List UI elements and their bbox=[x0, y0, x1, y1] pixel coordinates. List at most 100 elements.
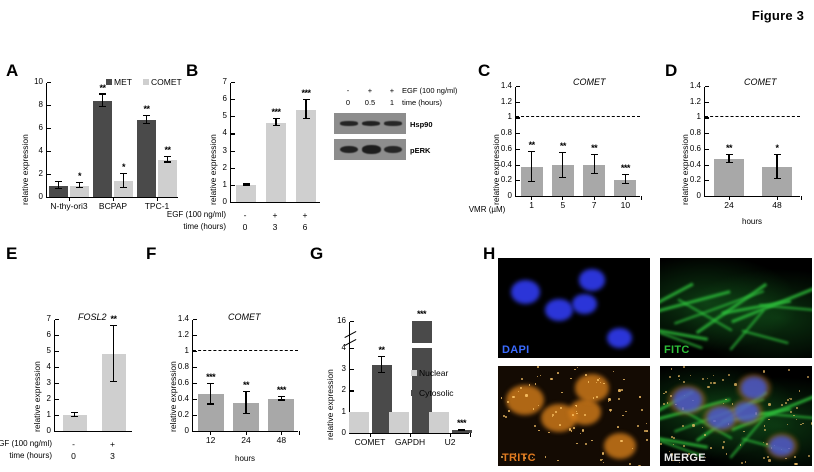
plotF-ytick: 0.6 bbox=[178, 379, 193, 387]
x-tick-label: U2 bbox=[445, 437, 456, 447]
significance-marker: *** bbox=[417, 310, 426, 319]
blot-band bbox=[384, 121, 402, 125]
x-tickmark bbox=[729, 196, 730, 200]
blot-row-name: pERK bbox=[410, 146, 430, 155]
micrograph-merge: MERGE bbox=[660, 366, 812, 466]
x-tick-label: GAPDH bbox=[395, 437, 425, 447]
nucleus bbox=[741, 377, 767, 398]
significance-marker: *** bbox=[206, 373, 215, 382]
x-tickmark bbox=[801, 196, 802, 200]
rna-speck bbox=[574, 369, 575, 370]
rna-speck bbox=[722, 446, 724, 448]
rna-speck bbox=[763, 370, 765, 372]
x-tickmark bbox=[370, 433, 371, 437]
rna-speck bbox=[683, 381, 685, 383]
rna-speck bbox=[561, 392, 563, 394]
plotC-ytick: 0.8 bbox=[501, 129, 516, 137]
error-cap bbox=[76, 182, 83, 183]
x-tick-label: 24 bbox=[724, 200, 733, 210]
panel-f-plot: 0 0.2 0.4 0.6 0.8 1 1.2 1.4 *** 12 ** 24 *** 48 bbox=[192, 320, 298, 432]
panel-b-row2-value: 3 bbox=[273, 222, 278, 232]
panel-c: COMET relative expression 0 0.2 0.4 0.6 0.8 1… bbox=[465, 55, 655, 230]
reference-line bbox=[705, 116, 800, 117]
error-cap bbox=[774, 154, 781, 155]
plotC-ytick: 0 bbox=[508, 192, 516, 200]
error-cap bbox=[55, 188, 62, 189]
rna-speck bbox=[521, 378, 523, 380]
panel-b-row2-value: 0 bbox=[243, 222, 248, 232]
significance-marker: ** bbox=[243, 381, 249, 390]
error-bar bbox=[210, 384, 211, 405]
panel-b-row1-value: + bbox=[273, 210, 278, 220]
nucleus bbox=[673, 388, 702, 412]
plotD-ytick: 0.2 bbox=[690, 176, 705, 184]
rna-speck bbox=[559, 424, 561, 426]
blot-header-top: EGF (100 ng/ml) bbox=[402, 86, 457, 95]
rna-speck bbox=[670, 395, 672, 397]
rna-speck bbox=[641, 409, 643, 411]
bar-g-2-0 bbox=[429, 412, 449, 433]
rna-speck bbox=[663, 403, 665, 405]
rna-speck bbox=[667, 402, 668, 403]
plotD-ytick: 1.2 bbox=[690, 98, 705, 106]
rna-speck bbox=[537, 376, 538, 377]
panel-e-ytick: 1 bbox=[47, 411, 55, 419]
rna-speck bbox=[646, 423, 648, 425]
rna-speck bbox=[673, 437, 675, 439]
rna-speck bbox=[602, 452, 604, 454]
panel-letter-h: H bbox=[483, 245, 495, 262]
micrograph-label-tritc: TRITC bbox=[502, 452, 536, 464]
x-tickmark bbox=[450, 433, 451, 437]
rna-speck bbox=[794, 463, 796, 465]
significance-marker: *** bbox=[457, 419, 466, 428]
rna-speck bbox=[811, 422, 812, 424]
plotD-ytick: 1.4 bbox=[690, 82, 705, 90]
significance-marker: *** bbox=[301, 89, 310, 98]
x-tickmark bbox=[641, 196, 642, 200]
error-bar bbox=[245, 392, 246, 414]
rna-speck bbox=[802, 423, 804, 425]
error-cap bbox=[378, 356, 385, 357]
rna-speck bbox=[785, 458, 786, 459]
significance-marker: ** bbox=[726, 144, 732, 153]
rna-speck bbox=[557, 460, 558, 461]
error-cap bbox=[110, 381, 117, 382]
panel-e-ytick: 5 bbox=[47, 347, 55, 355]
plotD-ytick: 1 bbox=[697, 113, 705, 121]
error-cap bbox=[143, 115, 150, 116]
rna-speck bbox=[540, 375, 541, 376]
x-tickmark bbox=[562, 196, 563, 200]
plotF-ytick: 0.4 bbox=[178, 395, 193, 403]
bar-plotD-0-0 bbox=[714, 159, 744, 196]
error-cap bbox=[458, 430, 465, 431]
blot-lane-top: + bbox=[390, 86, 394, 95]
x-tick-label: 7 bbox=[592, 200, 597, 210]
x-tick-label: 12 bbox=[206, 435, 215, 445]
panel-b-ytick: 7 bbox=[223, 78, 231, 86]
error-cap bbox=[303, 118, 310, 119]
significance-marker: ** bbox=[164, 146, 170, 155]
rna-speck bbox=[537, 366, 539, 368]
panel-c-plot: 0 0.2 0.4 0.6 0.8 1 1.2 1.4 ** 1 ** 5 ** 7 *** 10 bbox=[515, 87, 640, 197]
bar-e-0-0 bbox=[63, 415, 87, 431]
error-bar bbox=[776, 155, 777, 179]
rna-speck bbox=[692, 424, 694, 426]
rna-speck bbox=[505, 416, 507, 418]
bar-b-0-0 bbox=[236, 185, 256, 202]
error-cap bbox=[622, 183, 629, 184]
western-blot: EGF (100 ng/ml) time (hours) - + +0 0.5 1 Hsp… bbox=[330, 79, 470, 189]
rna-speck bbox=[596, 396, 598, 398]
rna-speck bbox=[734, 383, 737, 386]
panel-d-ylabel: relative expression bbox=[680, 134, 690, 205]
rna-speck bbox=[745, 461, 746, 462]
rna-speck bbox=[646, 439, 648, 441]
rna-speck bbox=[707, 386, 709, 388]
panel-h: DAPI FITC TRITC MERGE bbox=[498, 258, 812, 466]
panel-d-title: COMET bbox=[744, 77, 777, 87]
significance-marker: ** bbox=[143, 105, 149, 114]
panel-g-ytick: 3 bbox=[342, 365, 350, 373]
rna-speck bbox=[781, 404, 783, 406]
error-cap bbox=[278, 396, 285, 397]
error-cap bbox=[273, 125, 280, 126]
micrograph-label-dapi: DAPI bbox=[502, 344, 529, 356]
